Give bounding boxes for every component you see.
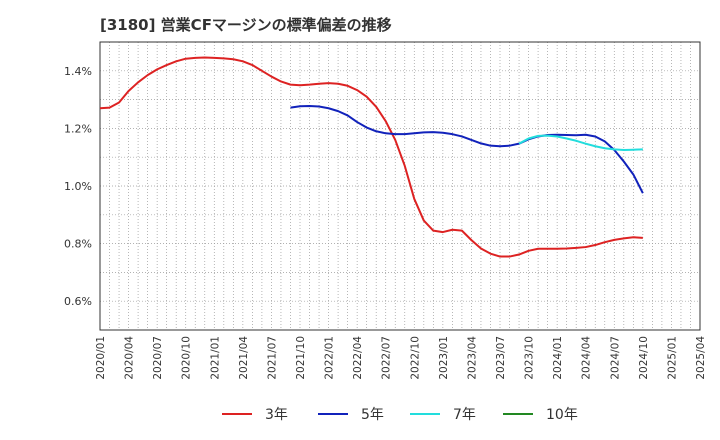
- legend-label: 5年: [361, 407, 384, 423]
- x-tick-label: 2021/10: [295, 336, 307, 380]
- series-line: [99, 56, 643, 258]
- x-tick-label: 2020/07: [152, 336, 164, 380]
- series-line: [290, 104, 644, 194]
- x-tick-label: 2025/04: [695, 336, 707, 380]
- x-tick-label: 2020/04: [124, 336, 136, 380]
- legend-label: 10年: [546, 407, 578, 423]
- x-tick-label: 2022/04: [352, 336, 364, 380]
- x-tick-label: 2020/01: [95, 336, 107, 380]
- x-tick-label: 2024/10: [638, 336, 650, 380]
- x-tick-label: 2022/10: [409, 336, 421, 380]
- y-tick-label: 1.0%: [64, 180, 92, 193]
- legend-label: 7年: [453, 407, 476, 423]
- x-tick-label: 2025/01: [666, 336, 678, 380]
- chart-title: [3180] 営業CFマージンの標準偏差の推移: [100, 16, 392, 34]
- y-tick-label: 0.8%: [64, 238, 92, 251]
- x-tick-label: 2022/07: [381, 336, 393, 380]
- x-tick-label: 2023/10: [524, 336, 536, 380]
- x-tick-label: 2024/04: [581, 336, 593, 380]
- x-tick-label: 2023/07: [495, 336, 507, 380]
- x-tick-label: 2020/10: [181, 336, 193, 380]
- x-tick-label: 2023/01: [438, 336, 450, 380]
- x-tick-label: 2024/01: [552, 336, 564, 380]
- x-tick-label: 2023/04: [466, 336, 478, 380]
- y-tick-label: 0.6%: [64, 295, 92, 308]
- y-tick-label: 1.2%: [64, 122, 92, 135]
- x-tick-label: 2022/01: [324, 336, 336, 380]
- y-tick-label: 1.4%: [64, 65, 92, 78]
- series-line: [518, 134, 643, 151]
- x-tick-label: 2021/07: [266, 336, 278, 380]
- plot-area-frame: [99, 41, 701, 331]
- x-tick-label: 2024/07: [609, 336, 621, 380]
- legend-label: 3年: [265, 407, 288, 423]
- x-tick-label: 2021/04: [238, 336, 250, 380]
- x-tick-label: 2021/01: [209, 336, 221, 380]
